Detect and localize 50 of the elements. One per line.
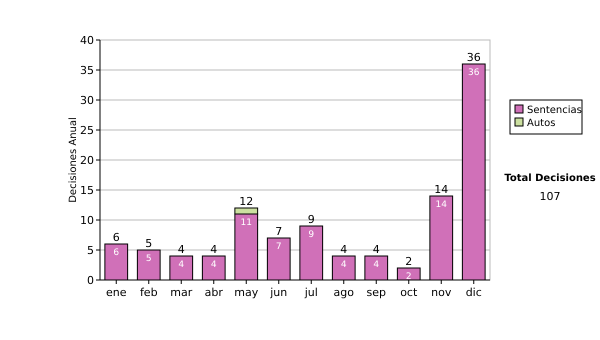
data-label: 14 xyxy=(436,200,448,210)
data-label: 7 xyxy=(276,242,282,252)
y-tick-label: 15 xyxy=(80,184,94,197)
data-label: 11 xyxy=(240,218,252,228)
total-label: 7 xyxy=(275,225,282,238)
total-label: 4 xyxy=(340,243,348,256)
total-label: 4 xyxy=(210,243,218,256)
x-tick-label: dic xyxy=(466,286,482,299)
total-label: 6 xyxy=(112,231,120,244)
data-label: 9 xyxy=(308,230,314,240)
x-tick-label: mar xyxy=(170,286,193,299)
x-tick-label: may xyxy=(234,286,259,299)
data-label: 6 xyxy=(113,248,120,258)
text: Total Decisiones xyxy=(504,173,596,184)
data-label: 5 xyxy=(146,254,152,264)
y-axis-title: Decisiones Anual xyxy=(68,117,79,203)
total-label: 5 xyxy=(145,237,152,250)
x-tick-label: jul xyxy=(304,286,318,299)
y-tick-label: 35 xyxy=(80,64,94,77)
x-tick-label: feb xyxy=(140,286,158,299)
data-label: 4 xyxy=(340,260,347,270)
x-tick-label: jun xyxy=(269,286,288,299)
total-label: 36 xyxy=(466,51,481,64)
data-label: 4 xyxy=(210,260,217,270)
legend-label: Sentencias xyxy=(527,105,582,116)
y-tick-label: 10 xyxy=(80,214,94,227)
x-tick-label: ago xyxy=(334,286,354,299)
data-label: 4 xyxy=(178,260,184,270)
legend-label: Autos xyxy=(527,118,556,129)
x-tick-label: abr xyxy=(204,286,224,299)
y-tick-label: 0 xyxy=(87,274,94,287)
total-label: 2 xyxy=(405,255,412,268)
y-tick-label: 30 xyxy=(80,94,94,107)
text: 107 xyxy=(540,190,560,203)
total-label: 4 xyxy=(178,243,185,256)
x-tick-label: nov xyxy=(431,286,452,299)
y-tick-label: 5 xyxy=(87,244,94,257)
y-tick-label: 20 xyxy=(80,154,94,167)
data-label: 36 xyxy=(468,68,480,78)
total-label: 14 xyxy=(434,183,448,196)
data-label: 4 xyxy=(373,260,380,270)
y-tick-label: 25 xyxy=(80,124,94,137)
total-label: 12 xyxy=(239,195,254,208)
total-label: 9 xyxy=(308,213,315,226)
y-tick-label: 40 xyxy=(80,34,94,47)
x-tick-label: oct xyxy=(400,286,418,299)
data-label: 2 xyxy=(406,272,412,282)
x-tick-label: ene xyxy=(106,286,127,299)
x-tick-label: sep xyxy=(366,286,386,299)
total-label: 4 xyxy=(372,243,380,256)
